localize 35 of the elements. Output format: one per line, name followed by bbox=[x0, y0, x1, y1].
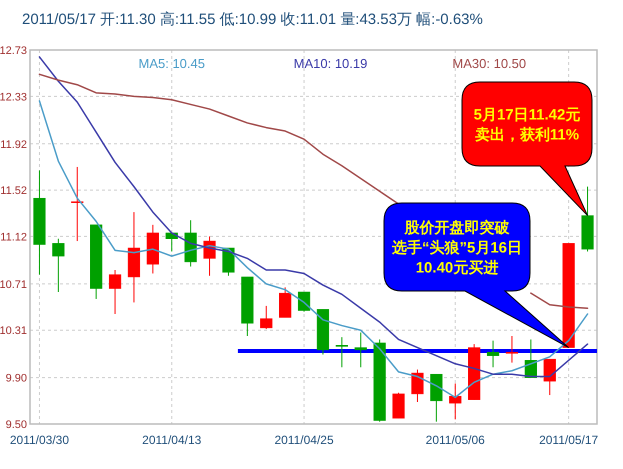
candlestick bbox=[336, 336, 348, 368]
candlestick bbox=[108, 270, 122, 314]
candlestick bbox=[52, 238, 64, 292]
y-tick-label: 10.71 bbox=[0, 278, 27, 291]
chart-title: 2011/05/17 开:11.30 高:11.55 低:10.99 收:11.01 量:43.53万 幅:-0.63% bbox=[22, 11, 483, 28]
annotation: 卖出，获利11% bbox=[474, 126, 580, 144]
y-tick-label: 9.50 bbox=[6, 419, 27, 431]
candlestick bbox=[449, 382, 462, 420]
y-tick-label: 11.52 bbox=[0, 185, 27, 198]
annotation: 5月17日11.42元 bbox=[474, 106, 580, 124]
candlestick bbox=[506, 336, 518, 364]
annotation: 选手“头狼”5月16日 bbox=[390, 239, 522, 256]
annotation: 股价开盘即突破 bbox=[404, 218, 510, 236]
text: MA5: 10.45 bbox=[138, 56, 205, 71]
candlestick bbox=[486, 340, 500, 368]
text: MA10: 10.19 bbox=[294, 56, 368, 71]
y-tick-label: 12.73 bbox=[0, 45, 27, 57]
candlestick bbox=[544, 358, 556, 396]
candlestick bbox=[354, 332, 367, 368]
candlestick bbox=[411, 369, 424, 402]
y-tick-label: 11.12 bbox=[0, 231, 27, 244]
y-tick-label: 12.33 bbox=[0, 91, 27, 104]
y-tick-label: 9.90 bbox=[6, 372, 27, 385]
x-tick-label: 2011/04/13 bbox=[142, 433, 202, 447]
x-tick-label: 2011/04/25 bbox=[274, 433, 334, 447]
annotation: 10.40元买进 bbox=[416, 259, 498, 276]
y-tick-label: 11.92 bbox=[0, 138, 27, 151]
callout: 股价开盘即突破 选手“头狼”5月16日 10.40元买进 bbox=[384, 202, 570, 348]
text: MA30: 10.50 bbox=[452, 56, 526, 71]
y-tick-label: 10.31 bbox=[0, 325, 27, 338]
x-tick-label: 2011/05/06 bbox=[426, 433, 486, 447]
candlestick bbox=[260, 305, 272, 330]
callout: 5月17日11.42元 卖出，获利11% bbox=[462, 82, 592, 216]
x-tick-label: 2011/03/30 bbox=[10, 433, 70, 447]
x-tick-label: 2011/05/17 bbox=[539, 433, 599, 447]
